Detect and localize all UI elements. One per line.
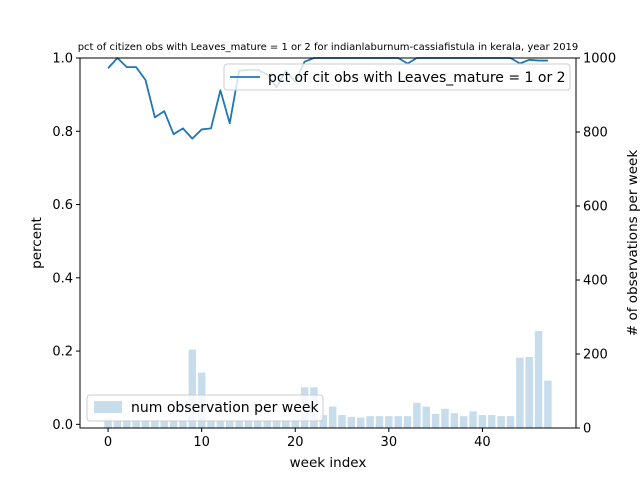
bar-week-14 — [235, 420, 243, 428]
bar-week-27 — [357, 417, 365, 428]
y-right-tick-label-400: 400 — [583, 274, 608, 289]
bar-week-46 — [534, 331, 543, 428]
bar-week-5 — [151, 420, 159, 428]
legend-line-label: pct of cit obs with Leaves_mature = 1 or… — [268, 70, 566, 86]
x-axis-ticks: 0 10 20 30 40 — [104, 428, 491, 450]
bar-week-24 — [328, 406, 337, 428]
bar-week-8 — [179, 420, 187, 428]
bar-week-23 — [319, 415, 328, 428]
bar-week-19 — [282, 420, 290, 428]
x-axis-label: week index — [290, 455, 367, 471]
y-right-tick-label-1000: 1000 — [583, 52, 616, 67]
bar-week-40 — [478, 415, 487, 428]
bar-week-42 — [497, 416, 505, 428]
y-left-tick-label-0.0: 0.0 — [52, 418, 73, 433]
bar-week-0 — [104, 418, 112, 428]
bar-week-29 — [375, 416, 384, 428]
bar-week-31 — [394, 416, 402, 428]
bar-week-17 — [263, 420, 271, 428]
bar-week-41 — [488, 415, 496, 428]
y-left-axis-ticks: 0.0 0.2 0.4 0.6 0.8 1.0 — [52, 52, 80, 433]
legend-line: pct of cit obs with Leaves_mature = 1 or… — [223, 63, 571, 91]
bar-week-26 — [347, 416, 356, 428]
x-tick-label-10: 10 — [193, 435, 210, 450]
bar-week-7 — [169, 420, 178, 428]
bar-week-43 — [506, 416, 515, 428]
bar-week-16 — [254, 420, 262, 428]
bar-week-44 — [516, 357, 524, 428]
bar-week-38 — [459, 416, 468, 428]
legend-bar: num observation per week — [86, 394, 324, 422]
bar-week-6 — [160, 420, 168, 428]
bar-week-37 — [450, 413, 459, 428]
bar-week-35 — [431, 413, 440, 428]
x-tick-label-40: 40 — [474, 435, 491, 450]
bar-week-4 — [141, 420, 150, 428]
x-tick-label-30: 30 — [381, 435, 398, 450]
y-left-tick-label-0.6: 0.6 — [52, 198, 73, 213]
legend-line-box — [223, 63, 571, 91]
bar-week-13 — [225, 420, 234, 428]
y-right-tick-label-200: 200 — [583, 348, 608, 363]
x-tick-label-20: 20 — [287, 435, 304, 450]
bar-week-28 — [366, 416, 374, 428]
bar-week-15 — [244, 420, 253, 428]
bar-week-25 — [338, 415, 346, 428]
y-left-tick-label-0.8: 0.8 — [52, 125, 73, 140]
y-left-axis-label: percent — [29, 217, 45, 269]
bar-week-12 — [216, 420, 225, 428]
bar-week-1 — [113, 420, 122, 428]
bar-week-9 — [188, 349, 197, 428]
legend-bar-label: num observation per week — [131, 400, 319, 416]
bar-week-36 — [441, 408, 449, 428]
y-right-tick-label-600: 600 — [583, 200, 608, 215]
bar-week-11 — [207, 420, 215, 428]
x-tick-label-0: 0 — [104, 435, 112, 450]
bar-week-47 — [544, 380, 552, 428]
y-right-axis-label: # of observations per week — [625, 150, 640, 336]
y-right-axis-ticks: 0 200 400 600 800 1000 — [576, 52, 616, 437]
y-right-tick-label-0: 0 — [583, 422, 591, 437]
y-left-tick-label-0.4: 0.4 — [52, 271, 73, 286]
bar-week-30 — [385, 416, 393, 428]
bar-week-33 — [413, 402, 421, 428]
y-left-tick-label-0.2: 0.2 — [52, 345, 73, 360]
chart-title: pct of citizen obs with Leaves_mature = … — [78, 42, 579, 53]
legend-bar-swatch — [94, 401, 122, 413]
bar-week-18 — [272, 420, 281, 428]
bar-week-45 — [525, 356, 533, 428]
bar-week-39 — [469, 411, 477, 428]
bar-week-32 — [403, 416, 412, 428]
plot-frame — [79, 57, 577, 429]
y-right-tick-label-800: 800 — [583, 126, 608, 141]
legend-bar-box — [86, 394, 324, 422]
bar-week-34 — [422, 406, 431, 428]
bar-week-2 — [123, 420, 131, 428]
bar-week-20 — [291, 420, 299, 428]
y-left-tick-label-1.0: 1.0 — [52, 52, 73, 67]
bar-week-3 — [132, 420, 140, 428]
